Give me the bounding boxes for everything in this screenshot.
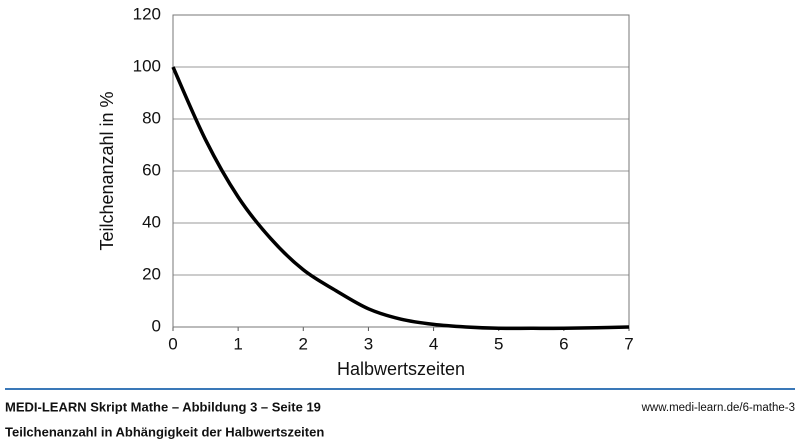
x-axis-title: Halbwertszeiten — [337, 359, 465, 379]
y-tick-label: 0 — [152, 316, 161, 335]
line-series — [171, 66, 630, 331]
x-tick-label: 0 — [168, 334, 177, 353]
plot-frame — [172, 14, 630, 328]
y-tick-label: 100 — [133, 56, 161, 75]
y-tick-label: 80 — [142, 108, 161, 127]
y-tick-label: 60 — [142, 160, 161, 179]
x-tick-label: 6 — [559, 334, 568, 353]
y-tick-label: 20 — [142, 264, 161, 283]
x-tick-label: 3 — [364, 334, 373, 353]
x-tick-label: 7 — [624, 334, 633, 353]
footer-url: www.medi-learn.de/6-mathe-3 — [641, 402, 795, 414]
y-tick-label: 120 — [133, 4, 161, 23]
footer-caption: Teilchenanzahl in Abhängigkeit der Halbw… — [5, 424, 324, 439]
x-tick-label: 5 — [494, 334, 503, 353]
footer-source: MEDI-LEARN Skript Mathe – Abbildung 3 – … — [5, 399, 321, 414]
y-tick-label: 40 — [142, 212, 161, 231]
y-axis-title: Teilchenanzahl in % — [97, 91, 117, 250]
x-tick-label: 2 — [299, 334, 308, 353]
x-tick-label: 4 — [429, 334, 438, 353]
x-tick-label: 1 — [233, 334, 242, 353]
